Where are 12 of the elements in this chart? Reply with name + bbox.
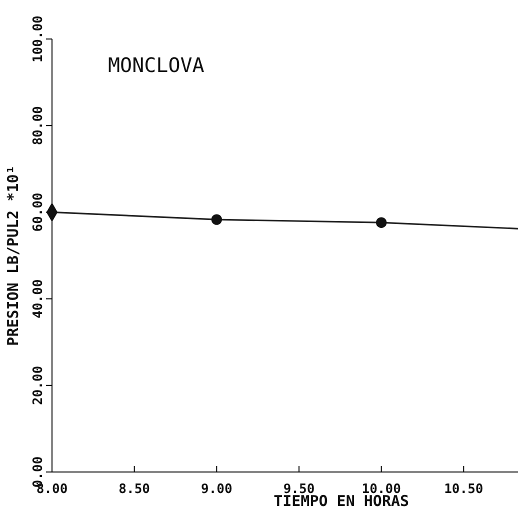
x-tick-label: 10.50	[444, 482, 484, 498]
y-tick-label: 40.00	[31, 279, 46, 318]
point	[211, 214, 222, 225]
text: MONCLOVA	[108, 53, 204, 77]
y-tick-label: 60.00	[31, 192, 46, 232]
y-tick-label: 80.00	[31, 106, 46, 146]
y-tick-label: 20.00	[31, 366, 46, 405]
point	[376, 217, 387, 228]
y-tick-label: 100.00	[31, 15, 46, 62]
x-tick-label: 8.50	[118, 482, 150, 498]
x-tick-label: 9.00	[201, 482, 232, 498]
y-axis-title: PRESION LB/PUL2 *10¹	[4, 165, 22, 346]
